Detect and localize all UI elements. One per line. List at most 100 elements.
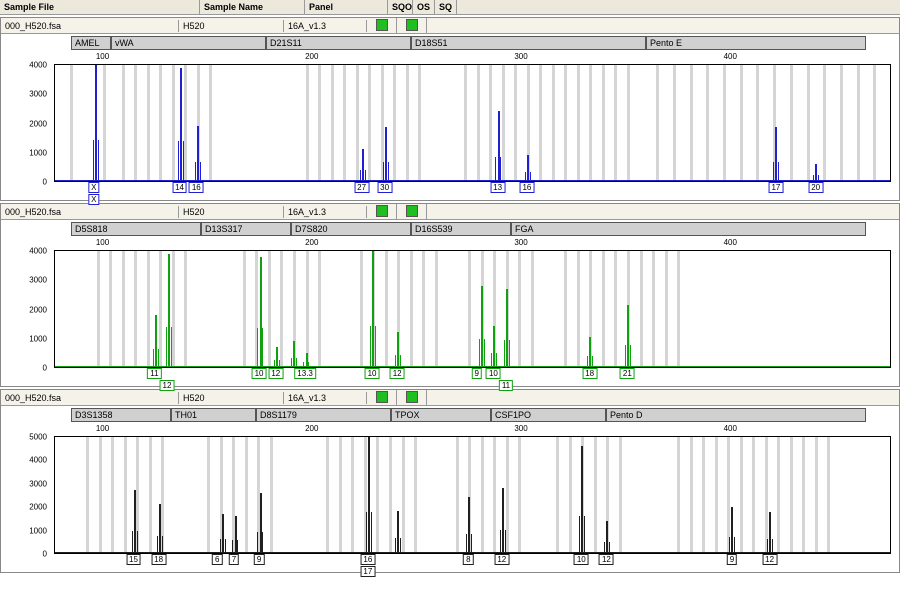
locus-label: CSF1PO <box>491 408 606 422</box>
peak-layer <box>55 437 890 553</box>
peak <box>493 326 495 367</box>
y-axis: 01000200030004000 <box>9 238 49 368</box>
y-tick: 1000 <box>9 148 47 157</box>
x-axis: 100200300400 <box>54 424 891 436</box>
x-tick: 400 <box>724 238 737 247</box>
allele-label: 11 <box>147 368 161 379</box>
file-cell: 000_H520.fsa <box>1 20 179 32</box>
allele-label: 12 <box>160 380 175 391</box>
allele-label: 9 <box>471 368 481 379</box>
ind-box <box>397 204 427 220</box>
electropherogram[interactable]: 0100020003000400050001002003004001518679… <box>9 424 891 554</box>
hdr-os: OS <box>413 0 435 14</box>
allele-label: 17 <box>768 182 783 193</box>
allele-labels: XX1416273013161720 <box>54 182 891 198</box>
locus-label: FGA <box>511 222 866 236</box>
indicator-icon <box>406 391 418 403</box>
peak <box>180 68 182 181</box>
sample-cell: H520 <box>179 392 284 404</box>
allele-label: 15 <box>126 554 141 565</box>
x-tick: 400 <box>724 52 737 61</box>
peak-layer <box>55 251 890 367</box>
allele-label: 16 <box>189 182 204 193</box>
y-tick: 4000 <box>9 456 47 465</box>
peak <box>731 507 733 553</box>
x-tick: 300 <box>514 424 527 433</box>
allele-label: 18 <box>582 368 597 379</box>
ind-box <box>397 18 427 34</box>
allele-label: 30 <box>377 182 392 193</box>
hdr-samplename: Sample Name <box>200 0 305 14</box>
hdr-panel: Panel <box>305 0 388 14</box>
indicator-icon <box>406 205 418 217</box>
allele-label: 16 <box>519 182 534 193</box>
allele-label: 20 <box>808 182 823 193</box>
allele-labels: 151867916178121012912 <box>54 554 891 570</box>
allele-label: 7 <box>229 554 239 565</box>
indicator-icon <box>376 205 388 217</box>
panel-info-row: 000_H520.fsaH52016A_v1.3 <box>1 390 899 406</box>
indicator-icon <box>406 19 418 31</box>
y-tick: 3000 <box>9 90 47 99</box>
x-tick: 100 <box>96 424 109 433</box>
y-tick: 4000 <box>9 61 47 70</box>
allele-label: 18 <box>151 554 166 565</box>
peak <box>368 437 370 553</box>
y-tick: 2000 <box>9 503 47 512</box>
peak <box>385 127 387 181</box>
peak <box>159 504 161 553</box>
allele-label: 10 <box>574 554 589 565</box>
allele-label: 11 <box>499 380 513 391</box>
y-tick: 1000 <box>9 334 47 343</box>
electropherogram[interactable]: 01000200030004000100200300400XX141627301… <box>9 52 891 182</box>
y-tick: 0 <box>9 178 47 187</box>
peak <box>293 341 295 367</box>
locus-label: TPOX <box>391 408 491 422</box>
ind-box <box>397 390 427 406</box>
allele-label: 12 <box>390 368 405 379</box>
peak <box>397 332 399 367</box>
panel-info-row: 000_H520.fsaH52016A_v1.3 <box>1 204 899 220</box>
y-tick: 5000 <box>9 433 47 442</box>
peak <box>627 305 629 367</box>
ind-box <box>367 204 397 220</box>
x-tick: 200 <box>305 52 318 61</box>
allele-label: 6 <box>212 554 222 565</box>
allele-label: X <box>88 182 99 193</box>
locus-label: D3S1358 <box>71 408 171 422</box>
allele-label: 8 <box>463 554 473 565</box>
locus-label: D21S11 <box>266 36 411 50</box>
peak <box>168 254 170 367</box>
allele-label: 10 <box>486 368 501 379</box>
panel-2: 000_H520.fsaH52016A_v1.3D3S1358TH01D8S11… <box>0 389 900 573</box>
peak <box>134 490 136 553</box>
y-tick: 1000 <box>9 526 47 535</box>
peak <box>235 516 237 553</box>
x-axis: 100200300400 <box>54 238 891 250</box>
ind-box <box>367 18 397 34</box>
y-tick: 3000 <box>9 276 47 285</box>
allele-label: 12 <box>599 554 614 565</box>
sample-cell: H520 <box>179 20 284 32</box>
peak <box>498 111 500 181</box>
x-tick: 100 <box>96 52 109 61</box>
allele-label: 17 <box>360 566 375 577</box>
panel-0: 000_H520.fsaH52016A_v1.3AMELvWAD21S11D18… <box>0 17 900 201</box>
chart-area <box>54 436 891 554</box>
peak <box>775 127 777 181</box>
y-axis: 01000200030004000 <box>9 52 49 182</box>
x-tick: 200 <box>305 238 318 247</box>
peak <box>155 315 157 367</box>
y-tick: 0 <box>9 364 47 373</box>
electropherogram[interactable]: 010002000300040001002003004001112101213.… <box>9 238 891 368</box>
indicator-icon <box>376 19 388 31</box>
peak <box>481 286 483 367</box>
peak <box>397 511 399 553</box>
hdr-sqo: SQO <box>388 0 413 14</box>
sample-cell: H520 <box>179 206 284 218</box>
peak <box>527 155 529 181</box>
chart-area <box>54 250 891 368</box>
loci-row: D3S1358TH01D8S1179TPOXCSF1POPento D <box>1 406 899 422</box>
peak <box>372 251 374 367</box>
peak <box>276 347 278 367</box>
